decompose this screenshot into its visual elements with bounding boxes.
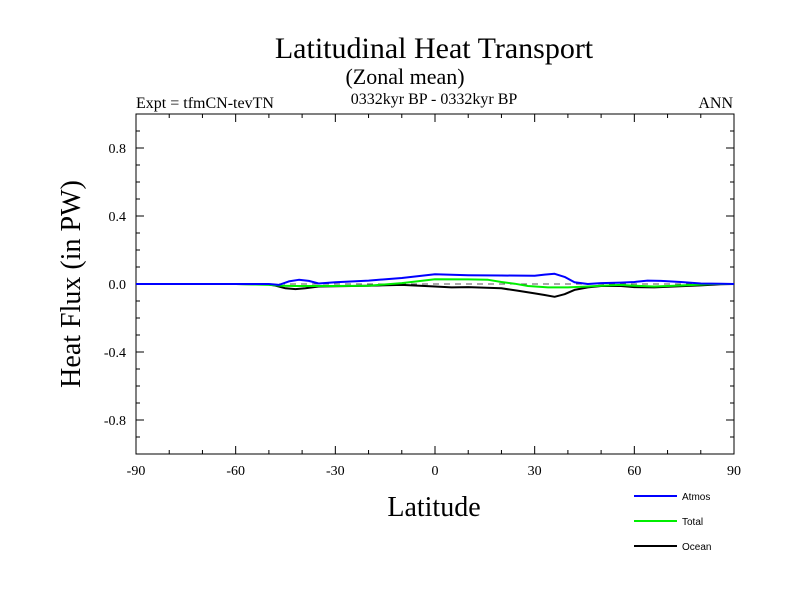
chart-title: Latitudinal Heat Transport — [275, 32, 594, 65]
y-tick-label: 0.0 — [109, 278, 127, 293]
series-line-atmos — [136, 272, 735, 286]
y-tick-labels: 0.8 0.4 0.0 -0.4 -0.8 — [104, 142, 126, 429]
x-tick-label: -90 — [127, 464, 146, 479]
y-tick-label: 0.4 — [109, 210, 127, 225]
x-tick-label: 60 — [627, 464, 641, 479]
y-tick-label: -0.4 — [104, 346, 126, 361]
period-label: 0332kyr BP - 0332kyr BP — [351, 91, 518, 108]
axis-ticks — [135, 114, 735, 454]
x-axis-label: Latitude — [387, 492, 480, 523]
x-tick-label: -30 — [326, 464, 345, 479]
chart-legend: Atmos Total Ocean — [634, 492, 711, 553]
series-lines — [136, 272, 735, 298]
x-tick-label: -60 — [226, 464, 245, 479]
season-label: ANN — [698, 95, 733, 112]
chart-subtitle: (Zonal mean) — [345, 64, 464, 89]
experiment-label: Expt = tfmCN-tevTN — [136, 95, 274, 112]
x-tick-label: 30 — [528, 464, 542, 479]
y-axis-label: Heat Flux (in PW) — [56, 180, 87, 388]
y-tick-label: 0.8 — [109, 142, 127, 157]
x-tick-label: 90 — [727, 464, 741, 479]
legend-label-atmos: Atmos — [682, 492, 710, 503]
x-tick-labels: -90 -60 -30 0 30 60 90 — [127, 464, 741, 479]
legend-label-total: Total — [682, 517, 703, 528]
y-tick-label: -0.8 — [104, 414, 126, 429]
legend-label-ocean: Ocean — [682, 542, 711, 553]
x-tick-label: 0 — [432, 464, 439, 479]
